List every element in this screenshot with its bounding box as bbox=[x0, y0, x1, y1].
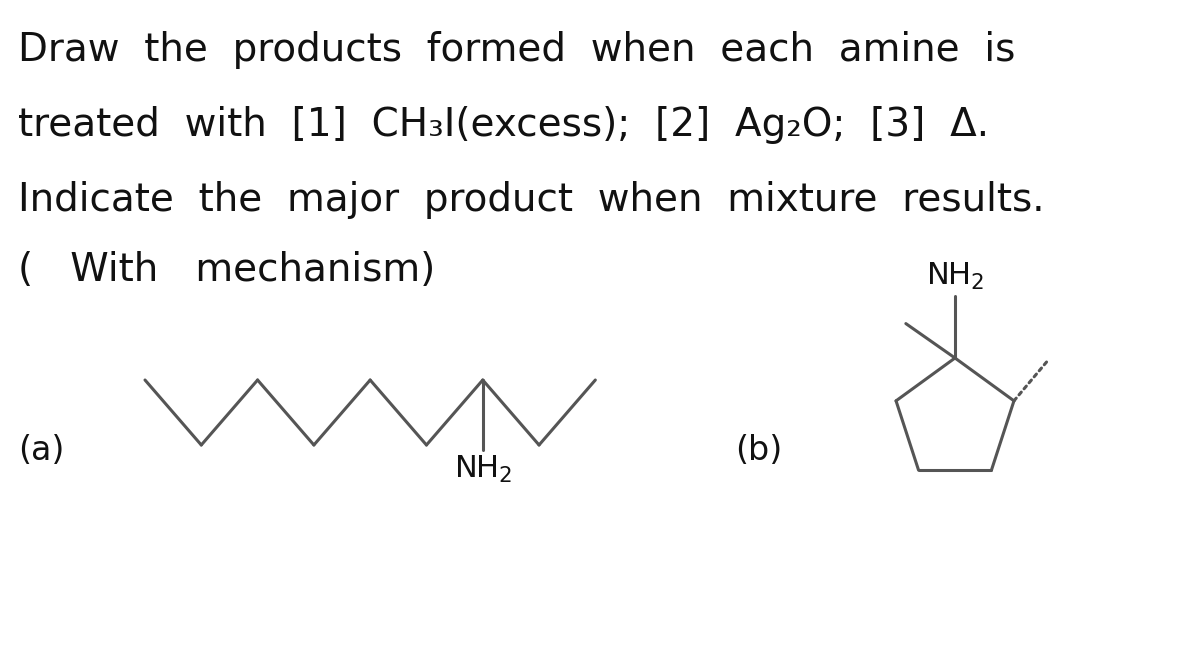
Text: NH$_2$: NH$_2$ bbox=[454, 454, 512, 485]
Text: Indicate  the  major  product  when  mixture  results.: Indicate the major product when mixture … bbox=[18, 181, 1045, 219]
Text: treated  with  [1]  CH₃I(excess);  [2]  Ag₂O;  [3]  Δ.: treated with [1] CH₃I(excess); [2] Ag₂O;… bbox=[18, 106, 989, 144]
Text: Draw  the  products  formed  when  each  amine  is: Draw the products formed when each amine… bbox=[18, 31, 1015, 69]
Text: (b): (b) bbox=[734, 434, 782, 466]
Text: (a): (a) bbox=[18, 434, 65, 466]
Text: NH$_2$: NH$_2$ bbox=[925, 261, 984, 292]
Text: (   With   mechanism): ( With mechanism) bbox=[18, 251, 436, 289]
